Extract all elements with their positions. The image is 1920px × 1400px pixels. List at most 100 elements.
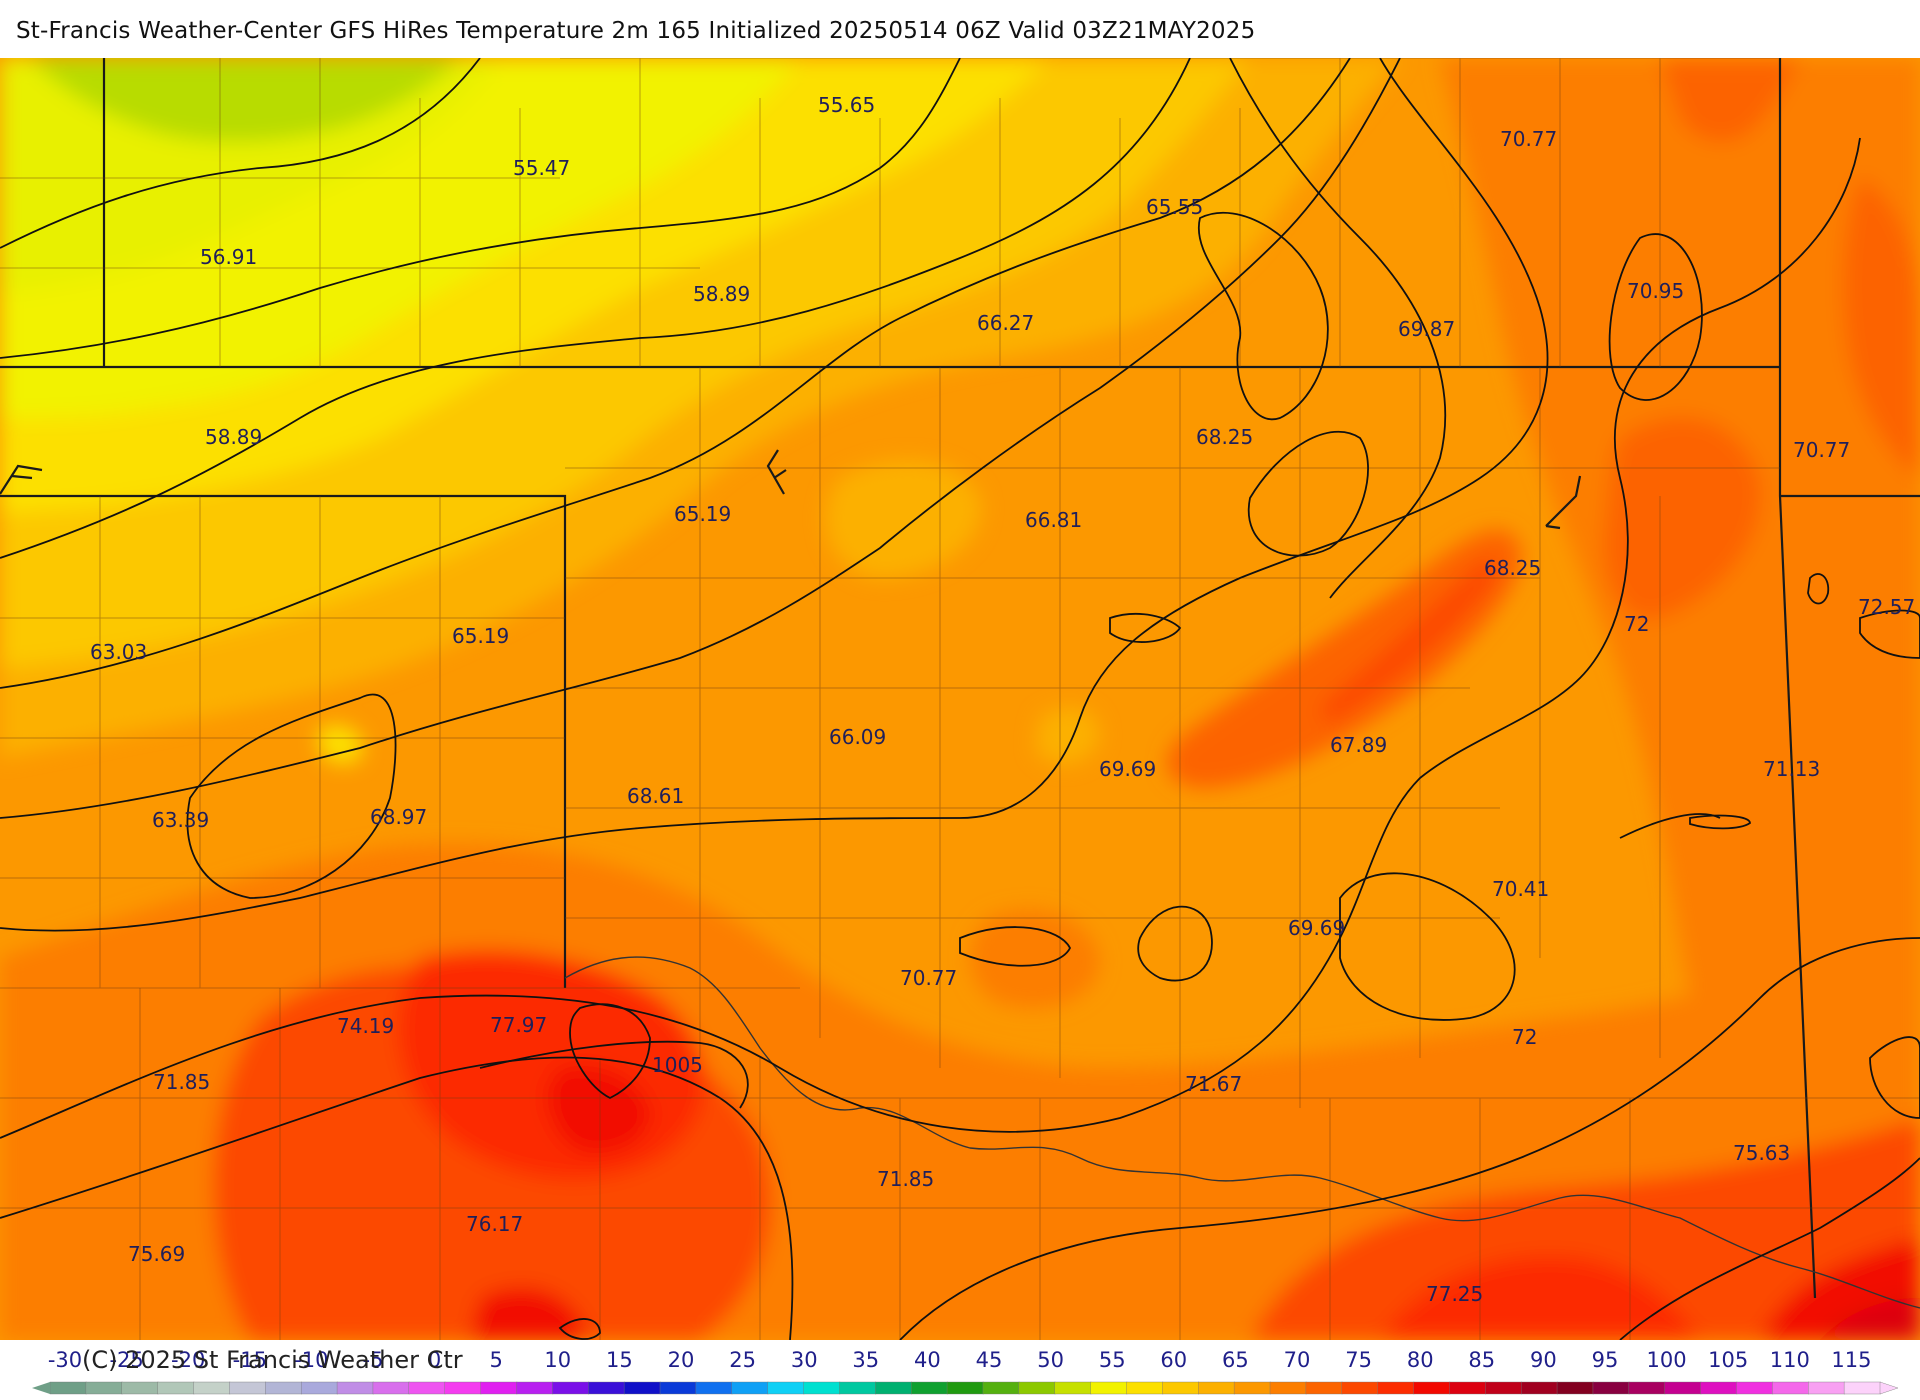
legend-tick: 75	[1345, 1348, 1372, 1372]
legend-color-swatch	[1700, 1381, 1738, 1395]
temperature-label: 55.47	[513, 156, 570, 180]
legend-tick: 35	[852, 1348, 879, 1372]
legend-tick: 20	[668, 1348, 695, 1372]
temperature-label: 58.89	[693, 282, 750, 306]
legend-color-swatch	[121, 1381, 159, 1395]
legend-color-swatch	[946, 1381, 984, 1395]
temperature-label: 76.17	[466, 1212, 523, 1236]
legend-color-swatch	[1269, 1381, 1307, 1395]
temperature-label: 71.85	[153, 1070, 210, 1094]
legend-color-swatch	[695, 1381, 733, 1395]
legend-color-swatch	[767, 1381, 805, 1395]
legend-color-swatch	[659, 1381, 697, 1395]
legend-color-swatch	[623, 1381, 661, 1395]
legend-tick: 90	[1530, 1348, 1557, 1372]
legend-tick: 0	[428, 1348, 441, 1372]
legend-color-swatch	[300, 1381, 338, 1395]
legend-tick: 85	[1468, 1348, 1495, 1372]
legend-color-swatch	[839, 1381, 877, 1395]
wind-barbs	[0, 449, 1582, 530]
legend-color-swatch	[588, 1381, 625, 1395]
temperature-label: 66.09	[829, 725, 886, 749]
temperature-label: 70.95	[1627, 279, 1684, 303]
legend-color-swatch	[731, 1381, 769, 1395]
legend-tick: 25	[729, 1348, 756, 1372]
temperature-label: 1005	[652, 1053, 703, 1077]
legend-color-swatch	[1162, 1381, 1200, 1395]
temperature-label: 77.97	[490, 1013, 547, 1037]
legend-color-swatch	[49, 1381, 87, 1395]
legend-tick: 15	[606, 1348, 633, 1372]
legend-color-bar	[32, 1381, 1899, 1395]
legend-color-swatch	[552, 1381, 590, 1395]
temperature-label: 71.85	[877, 1167, 934, 1191]
temperature-label: 77.25	[1426, 1282, 1483, 1306]
temperature-label: 69.87	[1398, 317, 1455, 341]
legend-color-swatch	[1413, 1381, 1451, 1395]
temperature-label: 69.69	[1288, 916, 1345, 940]
legend-tick: 40	[914, 1348, 941, 1372]
temperature-fill	[0, 58, 1920, 1340]
temperature-label: 68.61	[627, 784, 684, 808]
legend-tick: 5	[490, 1348, 503, 1372]
legend-tick: 10	[544, 1348, 571, 1372]
legend-color-swatch	[265, 1381, 302, 1395]
temperature-label: 56.91	[200, 245, 257, 269]
county-lines	[0, 58, 1920, 1340]
legend-color-swatch	[157, 1381, 195, 1395]
temperature-label: 72.57	[1858, 595, 1915, 619]
copyright-text: (C) 2025 St Francis Weather Ctr	[82, 1346, 463, 1374]
legend-color-swatch	[1233, 1381, 1271, 1395]
temperature-label: 65.19	[452, 624, 509, 648]
legend-color-swatch	[1664, 1381, 1702, 1395]
legend-tick: 80	[1407, 1348, 1434, 1372]
temperature-label: 70.77	[1793, 438, 1850, 462]
legend-color-swatch	[480, 1381, 518, 1395]
legend-tick: 60	[1160, 1348, 1187, 1372]
legend-tick: 95	[1592, 1348, 1619, 1372]
legend-tick-labels: -30 -25 -20 -15 -10 -5 0 5 10 15 20 25 30 35 40 45 50 55 6…	[48, 1348, 1872, 1372]
temperature-label: 70.77	[900, 966, 957, 990]
temperature-label: 72	[1512, 1025, 1537, 1049]
legend-low-arrow	[32, 1382, 50, 1394]
temperature-label: 74.19	[337, 1014, 394, 1038]
temperature-label: 70.77	[1500, 127, 1557, 151]
legend-color-swatch	[1772, 1381, 1810, 1395]
legend-color-swatch	[408, 1381, 446, 1395]
state-borders	[0, 58, 1920, 1299]
temperature-label: 68.25	[1196, 425, 1253, 449]
legend-color-swatch	[1485, 1381, 1522, 1395]
legend-tick: -25	[109, 1348, 143, 1372]
temperature-labels: 55.65 55.47 56.91 58.89 65.55 66.27 70.77 70.95…	[90, 93, 1915, 1306]
legend-tick: 115	[1831, 1348, 1871, 1372]
legend-tick: -5	[363, 1348, 384, 1372]
legend-color-swatch	[875, 1381, 912, 1395]
legend-tick: 105	[1708, 1348, 1748, 1372]
legend-color-swatch	[229, 1381, 267, 1395]
legend-tick: 30	[791, 1348, 818, 1372]
temperature-map: 55.65 55.47 56.91 58.89 65.55 66.27 70.77 70.95…	[0, 58, 1920, 1340]
legend-color-swatch	[1126, 1381, 1164, 1395]
legend-color-swatch	[1198, 1381, 1235, 1395]
legend-color-swatch	[1377, 1381, 1415, 1395]
legend-color-swatch	[193, 1381, 231, 1395]
legend-tick: 65	[1222, 1348, 1249, 1372]
legend-color-swatch	[803, 1381, 841, 1395]
temperature-label: 68.97	[370, 805, 427, 829]
legend-color-swatch	[516, 1381, 554, 1395]
legend-color-swatch	[372, 1381, 410, 1395]
temperature-label: 63.39	[152, 808, 209, 832]
legend-high-arrow	[1879, 1381, 1899, 1395]
legend-tick: 110	[1770, 1348, 1810, 1372]
legend-color-swatch	[336, 1381, 374, 1395]
legend-tick: -15	[233, 1348, 267, 1372]
legend-tick: 70	[1284, 1348, 1311, 1372]
legend-tick: 50	[1037, 1348, 1064, 1372]
temperature-label: 65.55	[1146, 195, 1203, 219]
legend-color-swatch	[1808, 1381, 1845, 1395]
legend-color-swatch	[982, 1381, 1020, 1395]
temperature-label: 70.41	[1492, 877, 1549, 901]
legend-color-swatch	[1628, 1381, 1666, 1395]
temperature-label: 66.27	[977, 311, 1034, 335]
temperature-label: 75.69	[128, 1242, 185, 1266]
